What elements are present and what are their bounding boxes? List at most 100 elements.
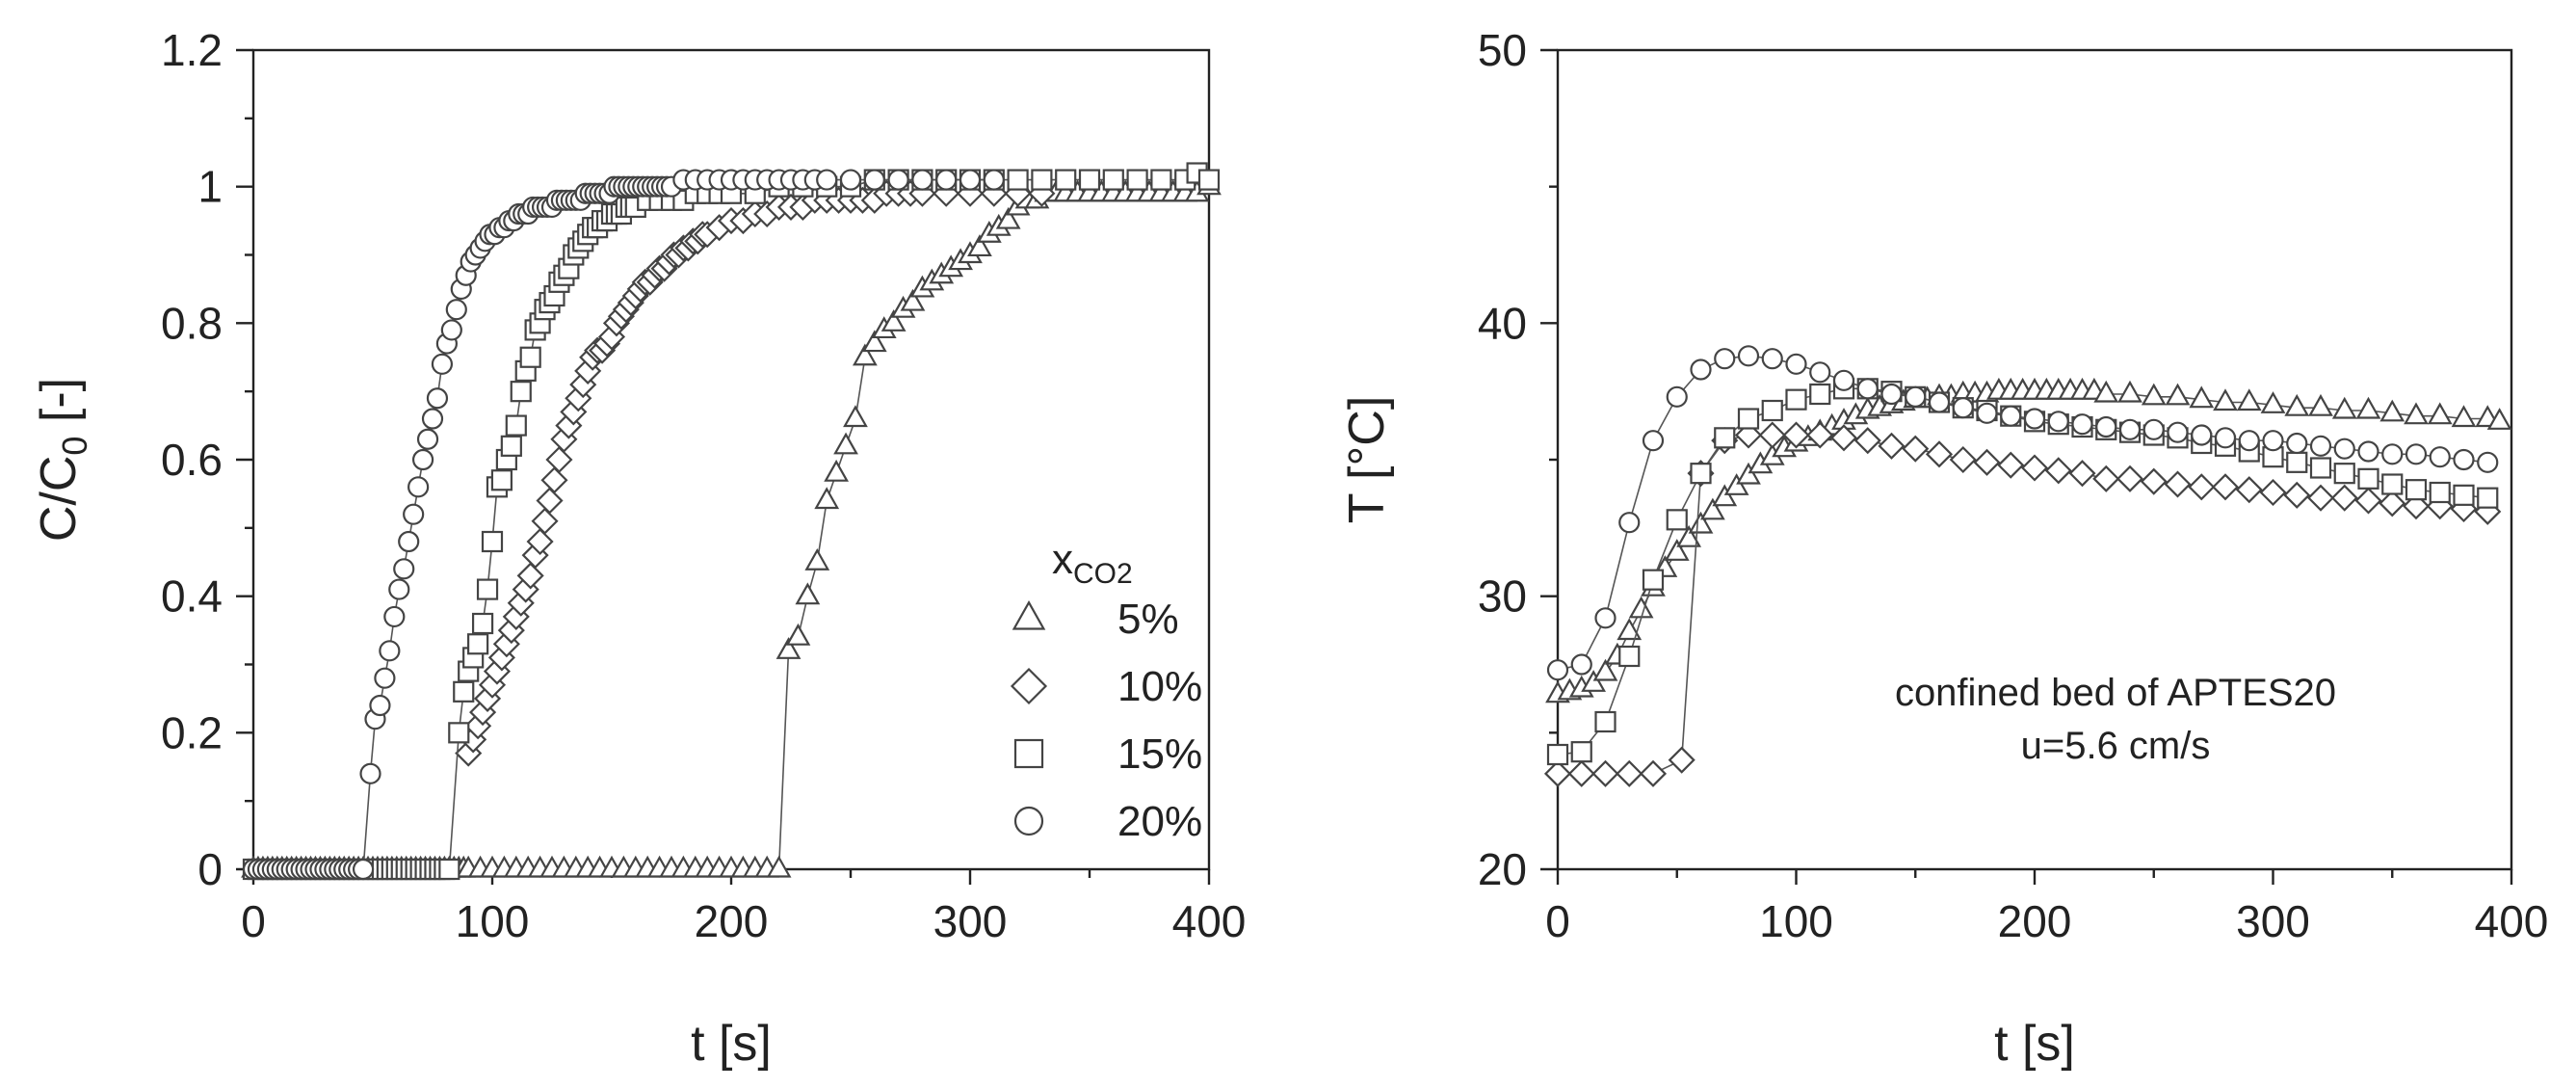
left-point-circle	[421, 408, 444, 430]
left-point-circle	[403, 503, 425, 525]
left-point-circle	[426, 387, 449, 410]
right-ticks: 0 100 200 300 400 20 30 40 50	[1478, 25, 2549, 946]
left-point-square	[1055, 169, 1077, 191]
left-x-tick-label: 300	[933, 896, 1008, 946]
right-point-square	[2429, 481, 2451, 504]
right-point-circle	[2071, 413, 2093, 436]
right-point-circle	[2118, 418, 2142, 440]
right-point-square	[1618, 645, 1641, 668]
right-point-circle	[1785, 353, 1807, 375]
annotation-velocity: u=5.6 cm/s	[2021, 725, 2211, 767]
right-point-square	[1690, 463, 1712, 485]
left-point-circle	[374, 667, 396, 689]
right-point-diamond	[1925, 440, 1954, 468]
left-point-square	[519, 346, 541, 368]
right-point-triangle	[1617, 618, 1643, 641]
right-point-square	[2333, 463, 2355, 485]
right-point-circle	[2191, 424, 2213, 446]
right-point-triangle	[2236, 388, 2262, 411]
right-point-square	[1737, 408, 1760, 430]
right-point-diamond	[1591, 759, 1619, 787]
right-point-triangle	[2427, 402, 2453, 425]
left-point-square	[510, 381, 532, 403]
right-point-circle	[2238, 430, 2260, 452]
right-point-triangle	[1699, 497, 1725, 520]
right-point-square	[1594, 710, 1617, 733]
left-point-square	[438, 858, 460, 881]
right-x-tick-label: 200	[1998, 896, 2072, 946]
legend-label-0: 5%	[1117, 596, 1179, 643]
right-point-circle	[1832, 369, 1855, 391]
left-point-circle	[388, 578, 410, 600]
left-point-circle	[407, 476, 430, 498]
right-point-square	[2286, 451, 2308, 473]
right-point-square	[1785, 388, 1807, 411]
right-point-circle	[2333, 438, 2355, 460]
right-point-square	[2405, 479, 2428, 501]
left-point-circle	[935, 169, 958, 191]
right-point-square	[2309, 457, 2332, 479]
right-point-triangle	[1628, 596, 1654, 619]
right-point-diamond	[1829, 424, 1858, 452]
left-point-circle	[863, 169, 885, 191]
right-point-triangle	[2355, 396, 2381, 419]
right-point-diamond	[1758, 421, 1786, 449]
left-point-square	[453, 680, 475, 703]
right-point-circle	[1761, 348, 1783, 370]
right-point-circle	[2214, 427, 2237, 449]
right-point-circle	[2286, 432, 2308, 455]
right-point-triangle	[2117, 380, 2142, 403]
left-point-triangle	[843, 405, 868, 428]
right-point-circle	[1714, 348, 1736, 370]
left-series-group	[241, 162, 1222, 881]
left-point-circle	[369, 694, 391, 717]
right-point-circle	[2000, 405, 2022, 427]
left-point-circle	[431, 353, 454, 375]
left-x-tick-label: 200	[695, 896, 769, 946]
left-y-tick-label: 1	[197, 162, 223, 212]
right-point-square	[1570, 741, 1592, 763]
left-point-circle	[416, 428, 439, 450]
right-point-triangle	[1664, 539, 1690, 561]
left-y-tick-label: 0.2	[161, 707, 223, 757]
right-point-diamond	[2330, 484, 2358, 512]
right-point-square	[2381, 473, 2404, 495]
right-point-circle	[2357, 440, 2379, 463]
right-point-circle	[1976, 402, 1998, 424]
left-point-square	[476, 578, 499, 600]
right-x-tick-label: 300	[2236, 896, 2310, 946]
right-point-diamond	[2020, 454, 2049, 482]
right-point-circle	[2429, 446, 2451, 468]
left-point-triangle	[775, 637, 802, 659]
left-point-square	[1031, 169, 1053, 191]
right-y-tick-label: 30	[1478, 571, 1527, 622]
right-point-diamond	[1782, 421, 1810, 449]
left-point-circle	[411, 448, 434, 471]
right-point-triangle	[1723, 473, 1749, 495]
right-point-circle	[2381, 443, 2404, 465]
legend-marker-circle	[1013, 806, 1044, 836]
right-x-tick-label: 400	[2475, 896, 2549, 946]
right-point-circle	[1546, 659, 1569, 681]
left-point-circle	[983, 169, 1005, 191]
left-point-circle	[440, 319, 462, 341]
right-point-square	[2477, 487, 2499, 509]
left-point-square	[471, 612, 494, 635]
right-point-square	[2357, 467, 2379, 490]
left-point-diamond	[540, 466, 568, 494]
right-point-circle	[1737, 345, 1760, 367]
legend-marker-triangle	[1012, 599, 1046, 630]
right-point-square	[1761, 399, 1783, 422]
left-point-triangle	[861, 330, 887, 353]
right-point-triangle	[1581, 670, 1607, 692]
left-series-line-15%	[253, 172, 1210, 870]
right-x-tick-label: 0	[1545, 896, 1570, 946]
right-series-line-15%	[1557, 387, 2488, 756]
right-point-circle	[2405, 443, 2428, 465]
right-x-tick-label: 100	[1759, 896, 1833, 946]
right-point-diamond	[2188, 473, 2216, 501]
right-point-diamond	[2354, 487, 2382, 515]
left-x-tick-label: 0	[241, 896, 266, 946]
right-point-diamond	[1997, 451, 2025, 479]
